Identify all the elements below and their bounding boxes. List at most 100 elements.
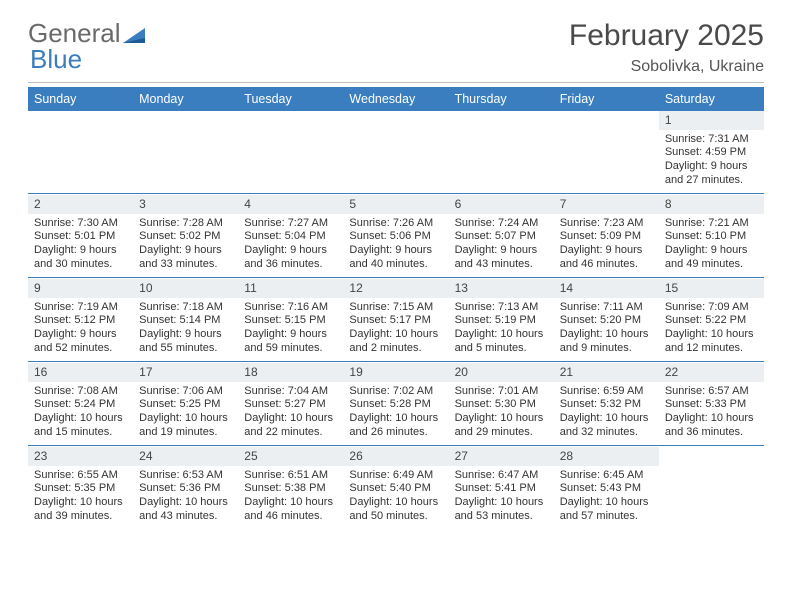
day-day2: and 39 minutes.: [34, 510, 127, 524]
day-number: 14: [554, 279, 659, 298]
day-day1: Daylight: 9 hours: [139, 244, 232, 258]
calendar-day-cell: [133, 111, 238, 193]
day-day2: and 30 minutes.: [34, 258, 127, 272]
day-day2: and 55 minutes.: [139, 342, 232, 356]
calendar-day-cell: 2Sunrise: 7:30 AMSunset: 5:01 PMDaylight…: [28, 195, 133, 277]
day-sunset: Sunset: 5:43 PM: [560, 482, 653, 496]
calendar-day-cell: [449, 111, 554, 193]
calendar-day-cell: 23Sunrise: 6:55 AMSunset: 5:35 PMDayligh…: [28, 447, 133, 529]
day-info: Sunrise: 7:21 AMSunset: 5:10 PMDaylight:…: [659, 214, 764, 277]
day-sunset: Sunset: 5:35 PM: [34, 482, 127, 496]
calendar-day-cell: 21Sunrise: 6:59 AMSunset: 5:32 PMDayligh…: [554, 363, 659, 445]
day-info: Sunrise: 6:55 AMSunset: 5:35 PMDaylight:…: [28, 466, 133, 529]
day-day1: Daylight: 9 hours: [349, 244, 442, 258]
day-info: Sunrise: 6:49 AMSunset: 5:40 PMDaylight:…: [343, 466, 448, 529]
day-sunrise: Sunrise: 6:49 AM: [349, 469, 442, 483]
sail-icon: [123, 26, 147, 44]
day-info: Sunrise: 7:11 AMSunset: 5:20 PMDaylight:…: [554, 298, 659, 361]
day-info: Sunrise: 7:02 AMSunset: 5:28 PMDaylight:…: [343, 382, 448, 445]
calendar-day-cell: [238, 111, 343, 193]
day-sunset: Sunset: 5:33 PM: [665, 398, 758, 412]
day-info: Sunrise: 7:01 AMSunset: 5:30 PMDaylight:…: [449, 382, 554, 445]
calendar-day-cell: 26Sunrise: 6:49 AMSunset: 5:40 PMDayligh…: [343, 447, 448, 529]
brand-logo: General Blue: [28, 20, 147, 72]
day-day1: Daylight: 10 hours: [244, 412, 337, 426]
day-day1: Daylight: 10 hours: [455, 328, 548, 342]
day-sunset: Sunset: 5:24 PM: [34, 398, 127, 412]
day-day2: and 43 minutes.: [455, 258, 548, 272]
day-sunrise: Sunrise: 7:02 AM: [349, 385, 442, 399]
calendar-day-cell: 14Sunrise: 7:11 AMSunset: 5:20 PMDayligh…: [554, 279, 659, 361]
day-info: Sunrise: 7:08 AMSunset: 5:24 PMDaylight:…: [28, 382, 133, 445]
day-day2: and 33 minutes.: [139, 258, 232, 272]
day-info: Sunrise: 7:06 AMSunset: 5:25 PMDaylight:…: [133, 382, 238, 445]
day-sunset: Sunset: 5:10 PM: [665, 230, 758, 244]
day-sunset: Sunset: 5:36 PM: [139, 482, 232, 496]
day-number: 15: [659, 279, 764, 298]
day-sunrise: Sunrise: 7:16 AM: [244, 301, 337, 315]
day-sunrise: Sunrise: 6:51 AM: [244, 469, 337, 483]
calendar-day-cell: 17Sunrise: 7:06 AMSunset: 5:25 PMDayligh…: [133, 363, 238, 445]
day-day2: and 53 minutes.: [455, 510, 548, 524]
day-sunrise: Sunrise: 6:57 AM: [665, 385, 758, 399]
day-day1: Daylight: 9 hours: [665, 160, 758, 174]
day-sunset: Sunset: 5:06 PM: [349, 230, 442, 244]
day-number: 10: [133, 279, 238, 298]
day-info: Sunrise: 7:28 AMSunset: 5:02 PMDaylight:…: [133, 214, 238, 277]
day-day2: and 19 minutes.: [139, 426, 232, 440]
day-day2: and 9 minutes.: [560, 342, 653, 356]
calendar-day-cell: [28, 111, 133, 193]
day-day2: and 46 minutes.: [560, 258, 653, 272]
day-number: 3: [133, 195, 238, 214]
day-sunrise: Sunrise: 7:15 AM: [349, 301, 442, 315]
day-number: 20: [449, 363, 554, 382]
calendar-week-row: 2Sunrise: 7:30 AMSunset: 5:01 PMDaylight…: [28, 195, 764, 277]
calendar-week-row: 9Sunrise: 7:19 AMSunset: 5:12 PMDaylight…: [28, 279, 764, 361]
weekday-header: Tuesday: [238, 87, 343, 111]
calendar-day-cell: 8Sunrise: 7:21 AMSunset: 5:10 PMDaylight…: [659, 195, 764, 277]
day-sunset: Sunset: 5:40 PM: [349, 482, 442, 496]
calendar-day-cell: 10Sunrise: 7:18 AMSunset: 5:14 PMDayligh…: [133, 279, 238, 361]
day-info: Sunrise: 7:04 AMSunset: 5:27 PMDaylight:…: [238, 382, 343, 445]
day-sunrise: Sunrise: 6:47 AM: [455, 469, 548, 483]
day-day2: and 36 minutes.: [244, 258, 337, 272]
day-day2: and 46 minutes.: [244, 510, 337, 524]
day-day2: and 36 minutes.: [665, 426, 758, 440]
day-day1: Daylight: 10 hours: [455, 412, 548, 426]
day-sunset: Sunset: 5:38 PM: [244, 482, 337, 496]
calendar-day-cell: 6Sunrise: 7:24 AMSunset: 5:07 PMDaylight…: [449, 195, 554, 277]
day-number: 12: [343, 279, 448, 298]
day-info: Sunrise: 6:47 AMSunset: 5:41 PMDaylight:…: [449, 466, 554, 529]
day-day2: and 5 minutes.: [455, 342, 548, 356]
day-number: 25: [238, 447, 343, 466]
day-number: 23: [28, 447, 133, 466]
day-number: 7: [554, 195, 659, 214]
day-sunrise: Sunrise: 7:28 AM: [139, 217, 232, 231]
calendar-table: Sunday Monday Tuesday Wednesday Thursday…: [28, 87, 764, 529]
day-day2: and 32 minutes.: [560, 426, 653, 440]
day-number: 11: [238, 279, 343, 298]
calendar-day-cell: 13Sunrise: 7:13 AMSunset: 5:19 PMDayligh…: [449, 279, 554, 361]
calendar-day-cell: 20Sunrise: 7:01 AMSunset: 5:30 PMDayligh…: [449, 363, 554, 445]
day-sunset: Sunset: 5:15 PM: [244, 314, 337, 328]
day-day2: and 50 minutes.: [349, 510, 442, 524]
day-info: Sunrise: 6:57 AMSunset: 5:33 PMDaylight:…: [659, 382, 764, 445]
day-sunset: Sunset: 5:30 PM: [455, 398, 548, 412]
calendar-day-cell: 11Sunrise: 7:16 AMSunset: 5:15 PMDayligh…: [238, 279, 343, 361]
day-day1: Daylight: 9 hours: [34, 328, 127, 342]
day-number: 9: [28, 279, 133, 298]
day-info: Sunrise: 6:51 AMSunset: 5:38 PMDaylight:…: [238, 466, 343, 529]
calendar-day-cell: 5Sunrise: 7:26 AMSunset: 5:06 PMDaylight…: [343, 195, 448, 277]
day-sunrise: Sunrise: 7:30 AM: [34, 217, 127, 231]
day-day1: Daylight: 10 hours: [34, 496, 127, 510]
day-day1: Daylight: 10 hours: [560, 412, 653, 426]
day-day1: Daylight: 10 hours: [665, 412, 758, 426]
brand-part2: Blue: [30, 46, 82, 72]
weekday-header: Sunday: [28, 87, 133, 111]
calendar-day-cell: [343, 111, 448, 193]
day-sunrise: Sunrise: 7:01 AM: [455, 385, 548, 399]
day-day2: and 57 minutes.: [560, 510, 653, 524]
day-sunset: Sunset: 5:07 PM: [455, 230, 548, 244]
calendar-day-cell: 15Sunrise: 7:09 AMSunset: 5:22 PMDayligh…: [659, 279, 764, 361]
day-info: Sunrise: 7:24 AMSunset: 5:07 PMDaylight:…: [449, 214, 554, 277]
